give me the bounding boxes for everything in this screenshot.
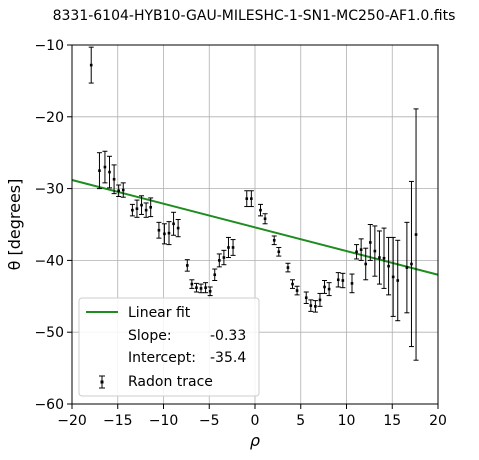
data-point (121, 183, 126, 197)
data-point (176, 219, 181, 236)
data-point (272, 236, 277, 245)
legend-slope-label: Slope: (128, 328, 172, 344)
data-point (414, 109, 419, 360)
data-point (377, 231, 382, 284)
legend-intercept-label: Intercept: (128, 350, 196, 366)
data-point (363, 248, 368, 280)
y-tick-label: −60 (34, 397, 64, 413)
data-point (372, 226, 377, 276)
data-point (249, 191, 254, 207)
data-point (340, 273, 345, 287)
y-ticks: −60 −50 −40 −30 −20 −10 (34, 38, 72, 413)
data-point (185, 260, 190, 271)
x-axis-label: ρ (250, 431, 260, 450)
x-tick-label: −5 (199, 413, 220, 429)
chart-title: 8331-6104-HYB10-GAU-MILESHC-1-SN1-MC250-… (53, 8, 456, 24)
data-point (203, 283, 208, 293)
data-point (368, 225, 373, 261)
data-point (391, 237, 396, 316)
x-tick-label: 20 (429, 413, 447, 429)
x-tick-label: 0 (251, 413, 260, 429)
y-tick-label: −10 (34, 38, 64, 54)
x-tick-label: 15 (383, 413, 401, 429)
y-axis-label: θ [degrees] (5, 179, 24, 271)
data-point (97, 153, 102, 189)
data-point (359, 239, 364, 261)
data-point (258, 204, 263, 215)
data-point (162, 224, 167, 244)
data-point (212, 269, 217, 280)
y-tick-label: −20 (34, 110, 64, 126)
data-point (322, 281, 327, 294)
y-tick-label: −40 (34, 253, 64, 269)
data-point (231, 240, 236, 256)
x-ticks: −20 −15 −10 −5 0 5 10 15 20 (57, 404, 447, 429)
data-point (107, 156, 112, 188)
legend-intercept-value: -35.4 (210, 350, 246, 366)
data-point (156, 222, 161, 238)
legend-fit-label: Linear fit (128, 305, 191, 321)
data-point (290, 280, 295, 289)
data-point (226, 237, 231, 257)
data-point (354, 245, 359, 259)
data-point (285, 263, 290, 272)
data-point (349, 274, 354, 293)
legend: Linear fit Slope: -0.33 Intercept: -35.4… (79, 298, 259, 396)
data-point (382, 228, 387, 288)
y-tick-label: −50 (34, 325, 64, 341)
data-point (276, 247, 281, 256)
data-point (134, 200, 139, 217)
y-tick-label: −30 (34, 182, 64, 198)
data-point (313, 301, 318, 312)
data-point (166, 222, 171, 245)
x-tick-label: 10 (338, 413, 356, 429)
data-point (144, 203, 149, 217)
data-point (327, 283, 332, 296)
data-point (130, 204, 135, 215)
data-point (171, 212, 176, 235)
data-point (295, 286, 300, 295)
data-point (194, 283, 199, 292)
x-tick-label: −20 (57, 413, 87, 429)
data-point (208, 287, 213, 296)
data-point (199, 284, 204, 293)
data-point (102, 151, 107, 183)
data-point (317, 293, 322, 306)
data-point (244, 191, 249, 207)
data-point (409, 181, 414, 346)
data-point (189, 280, 194, 289)
legend-slope-value: -0.33 (210, 328, 246, 344)
x-tick-label: −15 (103, 413, 133, 429)
data-point (395, 240, 400, 320)
legend-points-label: Radon trace (128, 374, 213, 390)
data-point (89, 47, 94, 83)
data-point (221, 250, 226, 264)
x-tick-label: 5 (296, 413, 305, 429)
data-point (112, 165, 117, 194)
x-tick-label: −10 (149, 413, 179, 429)
data-point (336, 273, 341, 287)
data-point (263, 214, 268, 224)
data-point (304, 292, 309, 303)
data-point (386, 237, 391, 294)
data-point (308, 300, 313, 311)
